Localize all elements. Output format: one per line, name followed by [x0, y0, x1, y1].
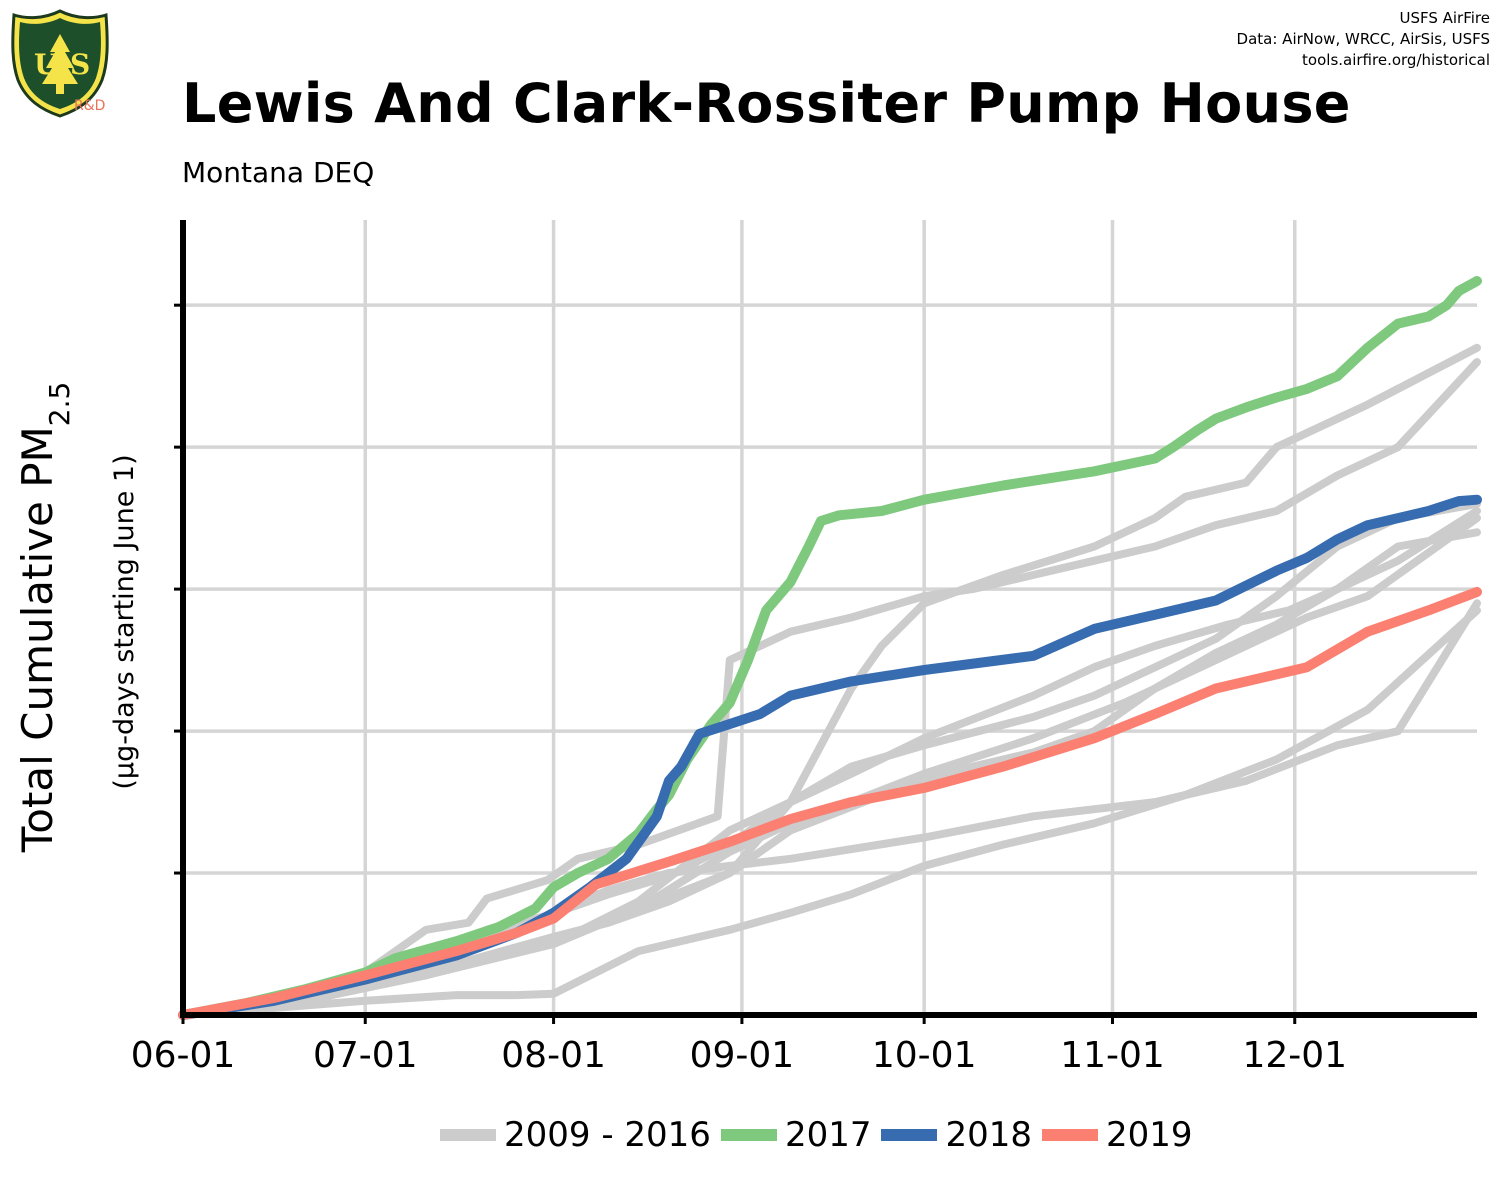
- legend-swatch: [881, 1129, 938, 1141]
- legend-label: 2009 - 2016: [504, 1115, 711, 1155]
- series-line-2017: [178, 276, 1482, 1020]
- x-tick-label: 08-01: [501, 1035, 606, 1076]
- logo-rd-tag: R&D: [74, 98, 106, 114]
- series-line-2009-2016-2: [179, 358, 1481, 1019]
- legend-swatch: [720, 1129, 777, 1141]
- credits: USFS AirFire Data: AirNow, WRCC, AirSis,…: [1237, 8, 1490, 71]
- legend-label: 2017: [784, 1115, 872, 1155]
- y-axis-title-subscript: 2.5: [43, 382, 76, 427]
- axis-layer: 06-01 07-01 08-01 09-01 10-01 11-01 12-01: [131, 220, 1477, 1076]
- x-tick-label: 09-01: [690, 1035, 795, 1076]
- series-line-2009-2016-7: [179, 514, 1481, 1019]
- x-tick-label: 10-01: [872, 1035, 977, 1076]
- legend-item: 2009 - 2016: [440, 1115, 711, 1155]
- legend-label: 2019: [1106, 1115, 1193, 1155]
- usfs-shield-icon: US U S: [11, 9, 109, 118]
- legend-label: 2018: [945, 1115, 1033, 1155]
- credit-line: USFS AirFire: [1399, 9, 1490, 27]
- x-tick-label: 11-01: [1060, 1035, 1165, 1076]
- legend: 2009 - 2016 2017 2018 2019: [440, 1112, 1203, 1158]
- grid-layer: [183, 220, 1477, 1015]
- y-axis-title: Total Cumulative PM2.5: [13, 382, 76, 854]
- legend-item: 2018: [881, 1115, 1032, 1155]
- y-axis-units: (µg-days starting June 1): [109, 454, 140, 789]
- credit-line: tools.airfire.org/historical: [1302, 51, 1490, 69]
- y-axis-title-main: Total Cumulative PM2.5: [13, 382, 76, 854]
- svg-text:U: U: [34, 48, 58, 81]
- series-line-2019: [178, 586, 1482, 1020]
- x-tick-label: 12-01: [1242, 1035, 1347, 1076]
- y-axis-title-text: Total Cumulative PM: [13, 426, 62, 853]
- svg-text:S: S: [70, 48, 90, 81]
- series-layer: [178, 276, 1482, 1020]
- x-tick-label: 06-01: [131, 1035, 236, 1076]
- legend-item: 2019: [1042, 1115, 1193, 1155]
- credit-line: Data: AirNow, WRCC, AirSis, USFS: [1236, 30, 1490, 48]
- x-tick-label: 07-01: [313, 1035, 418, 1076]
- chart-title: Lewis And Clark-Rossiter Pump House: [182, 72, 1351, 135]
- legend-swatch: [440, 1129, 496, 1141]
- legend-item: 2017: [720, 1115, 872, 1155]
- chart-subtitle: Montana DEQ: [182, 156, 375, 189]
- series-line-2009-2016-4: [179, 528, 1481, 1019]
- legend-swatch: [1042, 1129, 1099, 1141]
